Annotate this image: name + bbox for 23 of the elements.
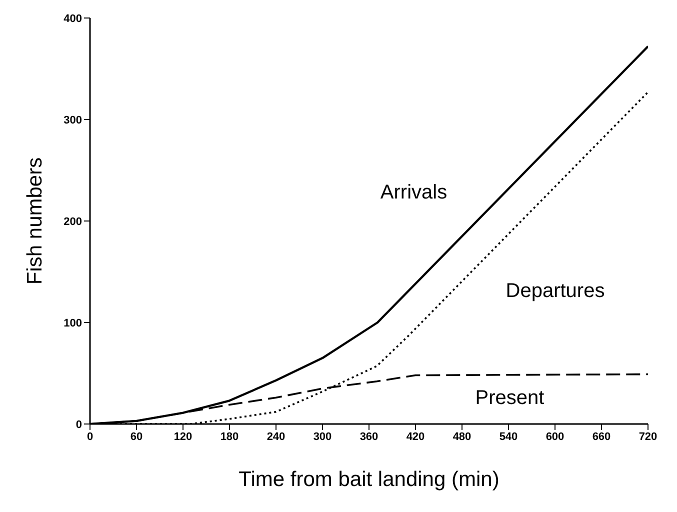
x-tick-label: 360 [360,430,378,443]
y-tick-label: 0 [76,418,82,431]
series-label: Present [475,386,545,409]
x-tick-label: 180 [220,430,239,443]
y-tick-label: 100 [64,317,82,330]
x-tick-label: 720 [638,430,658,443]
y-axis-title: Fish numbers [23,157,46,285]
y-tick-label: 300 [64,114,82,126]
series-label: Arrivals [380,181,448,204]
x-tick-label: 480 [452,430,472,443]
x-tick-label: 0 [86,430,94,443]
series-label: Departures [506,280,605,302]
x-tick-label: 60 [130,430,143,443]
x-tick-label: 300 [313,430,332,443]
x-tick-label: 660 [592,430,611,443]
x-tick-label: 600 [546,430,564,443]
x-tick-label: 120 [174,430,192,443]
y-tick-label: 400 [64,12,82,25]
x-axis-title: Time from bait landing (min) [238,468,500,491]
x-tick-label: 420 [406,430,425,443]
y-tick-label: 200 [64,216,82,228]
x-tick-label: 240 [266,430,286,443]
x-tick-label: 540 [499,430,518,443]
